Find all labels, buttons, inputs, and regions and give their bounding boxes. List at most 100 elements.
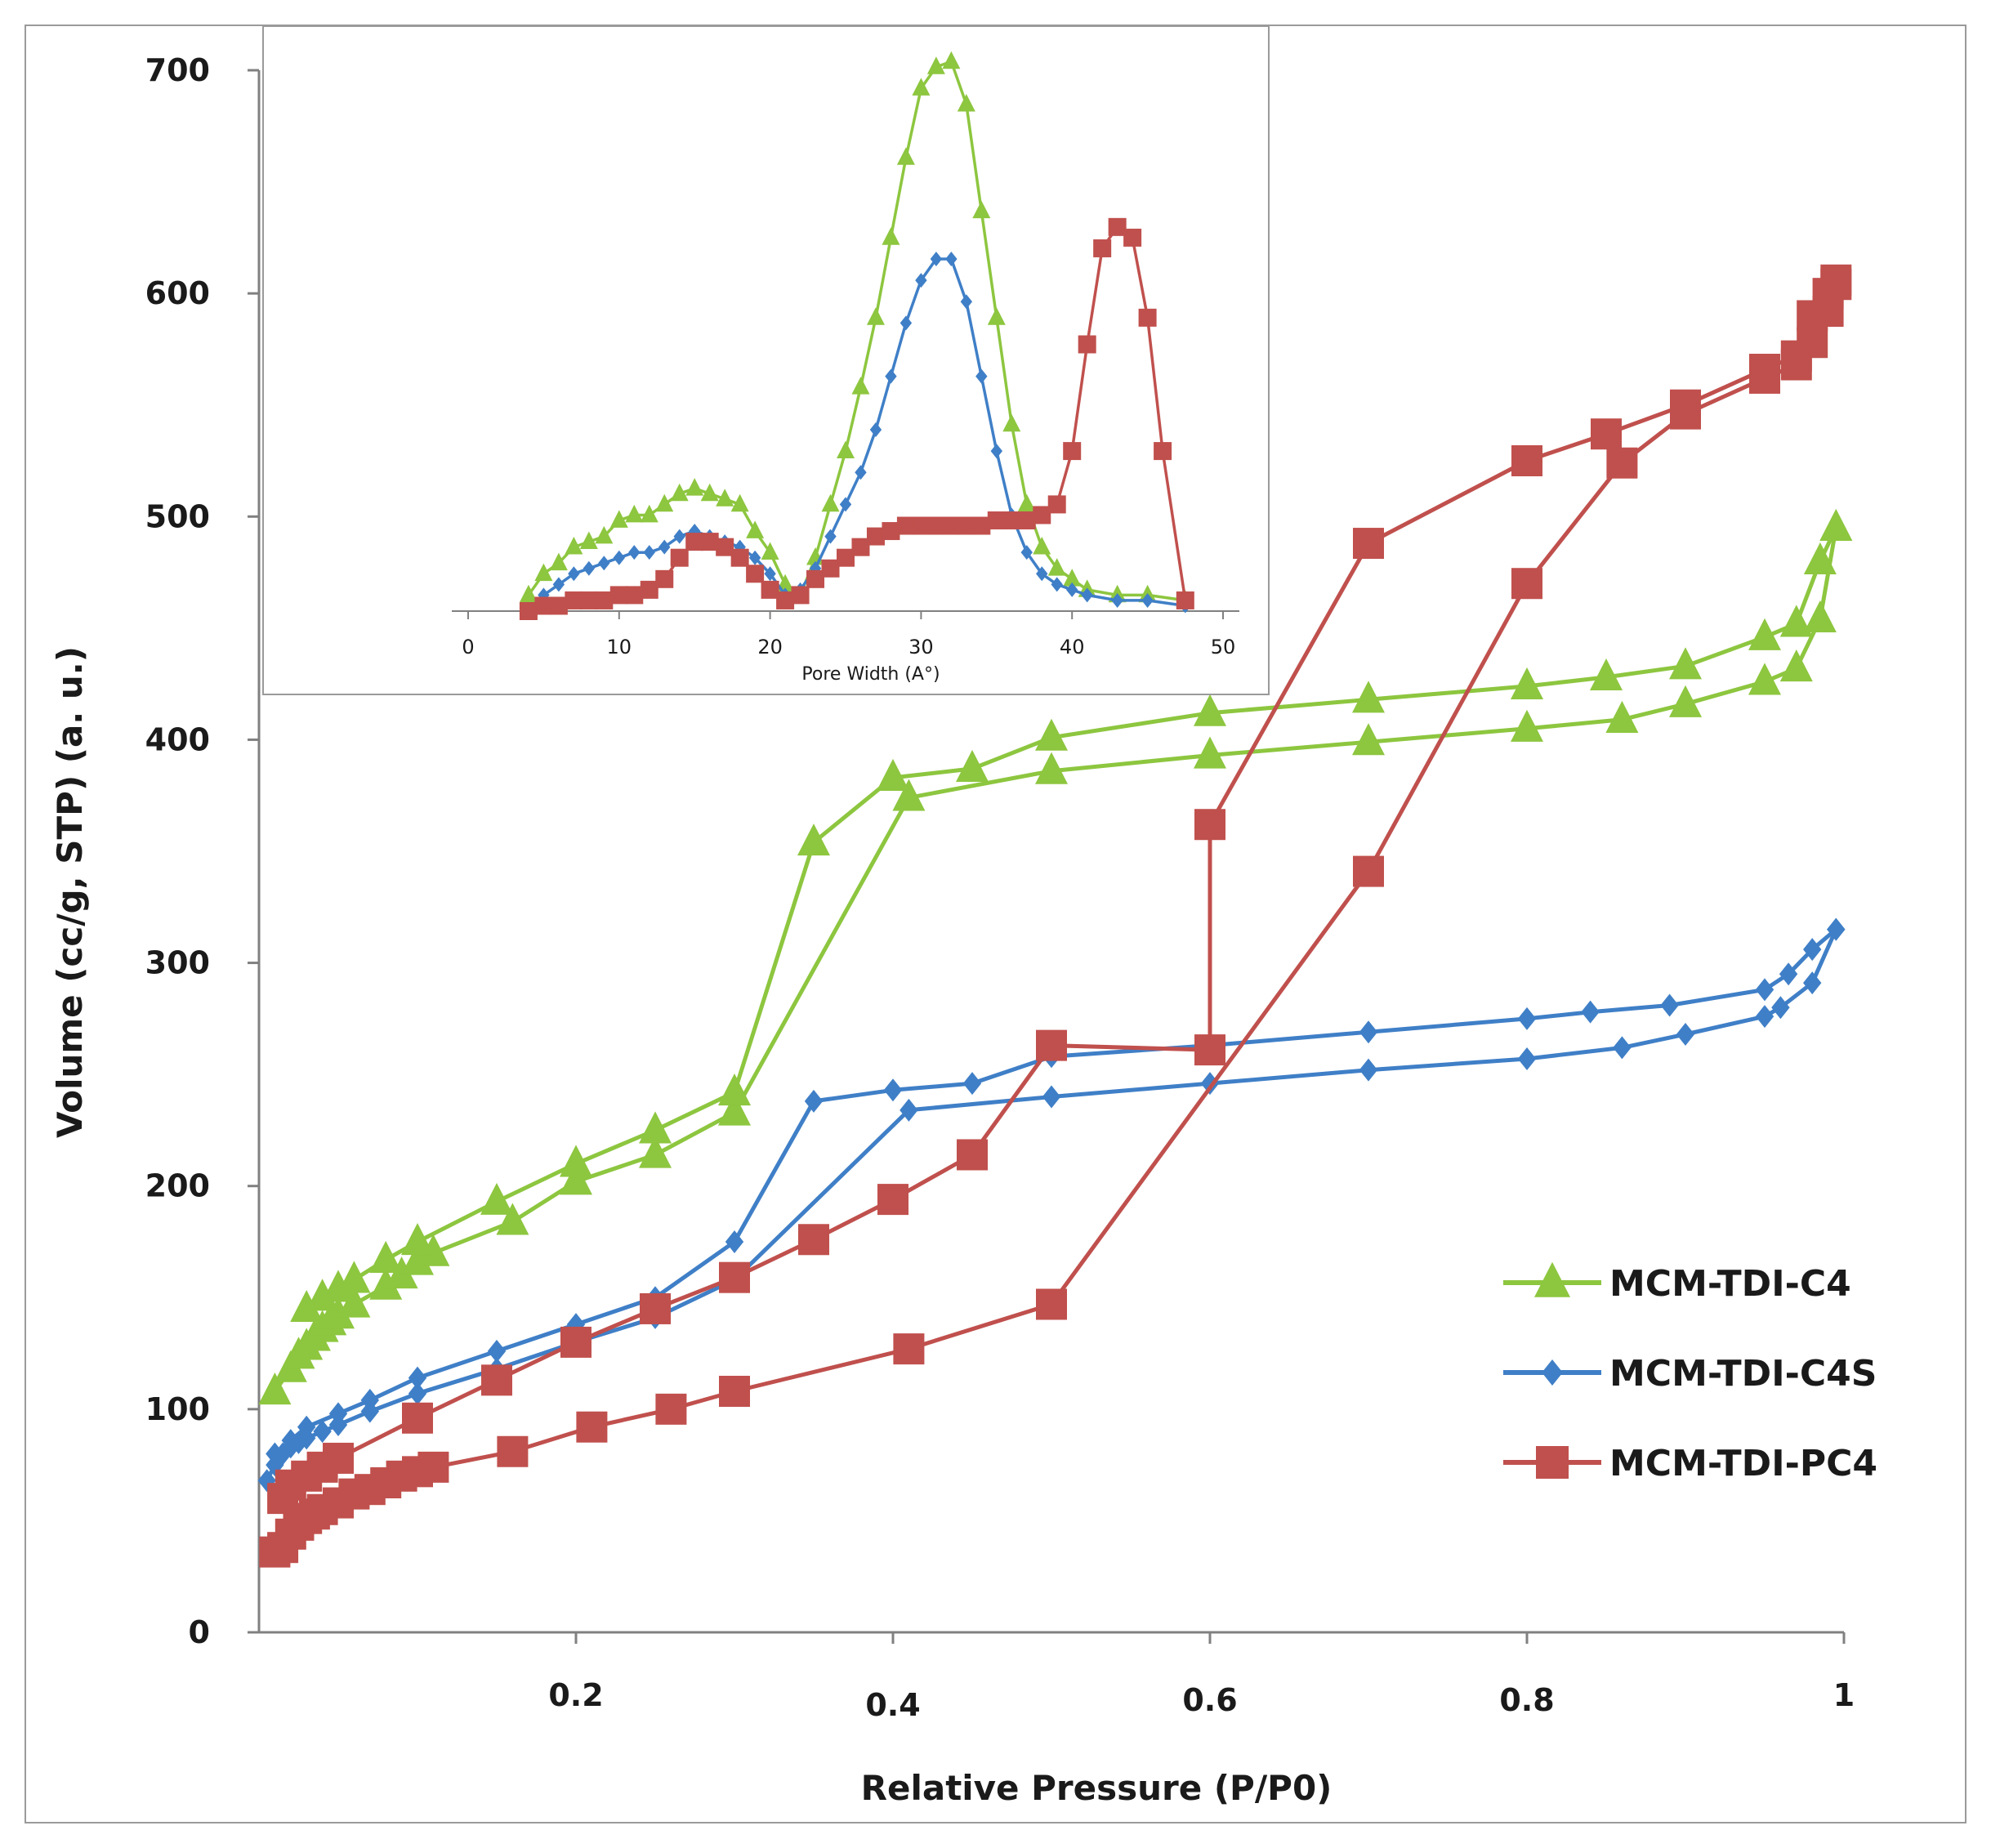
desorption-point — [797, 824, 830, 856]
inset-point — [990, 444, 1002, 459]
inset-point — [655, 493, 674, 512]
adsorption-point — [1771, 996, 1790, 1020]
inset-point — [670, 548, 689, 567]
desorption-point — [1590, 658, 1623, 691]
adsorption-point — [900, 1098, 918, 1122]
desorption-point — [962, 1072, 982, 1096]
inset-point — [987, 511, 1006, 529]
desorption-point — [267, 1483, 299, 1515]
desorption-point — [1035, 718, 1068, 751]
inset-point — [987, 307, 1006, 325]
inset-series-mcm-tdi-c4s — [522, 252, 1191, 618]
adsorption-point — [497, 1435, 529, 1467]
inset-point — [549, 596, 568, 615]
desorption-point — [481, 1364, 512, 1396]
desorption-point — [1511, 445, 1542, 476]
inset-point — [1047, 495, 1066, 514]
inset-point — [791, 586, 810, 605]
inset-point — [1154, 442, 1172, 461]
adsorption-point — [1803, 971, 1822, 995]
inset-point — [519, 602, 538, 620]
inset-point — [565, 536, 583, 555]
adsorption-point — [417, 1234, 450, 1266]
desorption-point — [1359, 1020, 1378, 1044]
inset-point — [565, 591, 583, 609]
inset-point — [1176, 591, 1194, 609]
desorption-point — [877, 758, 909, 791]
desorption-point — [402, 1402, 433, 1434]
inset-point — [673, 529, 685, 544]
inset-series-mcm-tdi-pc4 — [519, 217, 1194, 620]
adsorption-point — [1035, 752, 1068, 784]
adsorption-point — [496, 1203, 529, 1235]
adsorption-point — [408, 1382, 427, 1405]
inset-point — [609, 586, 628, 605]
legend-swatch-marker — [1542, 1359, 1563, 1386]
y-tick-label: 300 — [145, 945, 210, 981]
adsorption-point — [639, 1136, 672, 1168]
inset-point — [896, 147, 915, 165]
inset-point — [960, 294, 973, 310]
inset-point — [625, 586, 644, 605]
inset-point — [882, 227, 900, 245]
desorption-point — [725, 1230, 744, 1253]
inset-point — [926, 516, 945, 535]
desorption-point — [719, 1261, 750, 1293]
inset-x-axis-title: Pore Width (A°) — [801, 664, 940, 685]
desorption-point — [266, 1442, 284, 1466]
series-mcm-tdi-pc4 — [259, 264, 1852, 1568]
desorption-point — [1749, 354, 1780, 386]
inset-point — [942, 516, 961, 535]
adsorption-point — [719, 1376, 750, 1408]
desorption-point — [957, 1139, 988, 1171]
x-tick-label: 0.2 — [548, 1677, 603, 1713]
desorption-point — [1352, 681, 1385, 713]
inset-point — [670, 483, 689, 502]
desorption-point — [1780, 340, 1812, 372]
adsorption-point — [1353, 855, 1384, 887]
inset-point — [837, 548, 855, 567]
adsorption-point — [1511, 709, 1543, 742]
adsorption-point — [1669, 685, 1702, 717]
desorption-point — [281, 1429, 300, 1453]
inset-point — [851, 538, 870, 556]
inset-point — [942, 51, 961, 69]
inset-point — [1036, 566, 1048, 582]
desorption-point — [1819, 508, 1853, 542]
desorption-point — [1803, 938, 1822, 962]
legend-item-mcm-tdi-pc4: MCM-TDI-PC4 — [1503, 1443, 1877, 1484]
desorption-point — [1511, 667, 1543, 699]
inset-point — [595, 591, 614, 609]
adsorption-point — [560, 1163, 592, 1195]
desorption-point — [1581, 1000, 1600, 1024]
inset-point — [957, 94, 975, 112]
inset-point — [685, 478, 704, 496]
inset-x-tick-label: 30 — [908, 636, 934, 658]
inset-point — [855, 465, 867, 480]
adsorption-point — [1676, 1022, 1695, 1046]
inset-point — [1002, 413, 1021, 432]
desorption-point — [480, 1182, 513, 1215]
inset-point — [1002, 511, 1021, 529]
adsorption-point — [1511, 568, 1542, 600]
x-tick-label: 0.4 — [865, 1687, 920, 1723]
inset-point — [915, 273, 927, 288]
inset-point — [534, 563, 553, 582]
inset-point — [972, 516, 991, 535]
desorption-point — [360, 1388, 379, 1412]
inset-point — [851, 377, 870, 395]
desorption-point — [1779, 962, 1798, 986]
x-axis-title: Relative Pressure (P/P0) — [861, 1768, 1333, 1808]
adsorption-point — [1042, 1085, 1061, 1109]
adsorption-point — [1359, 1058, 1378, 1082]
inset-point — [761, 542, 779, 560]
inset-point — [885, 368, 897, 384]
inset-point — [519, 584, 538, 603]
x-tick-label: 1 — [1833, 1677, 1855, 1713]
inset-point — [839, 497, 852, 512]
inset-point — [821, 493, 840, 512]
desorption-point — [560, 1145, 592, 1177]
adsorption-point — [1779, 649, 1813, 682]
inset-point — [609, 510, 628, 528]
adsorption-point — [893, 1333, 925, 1365]
